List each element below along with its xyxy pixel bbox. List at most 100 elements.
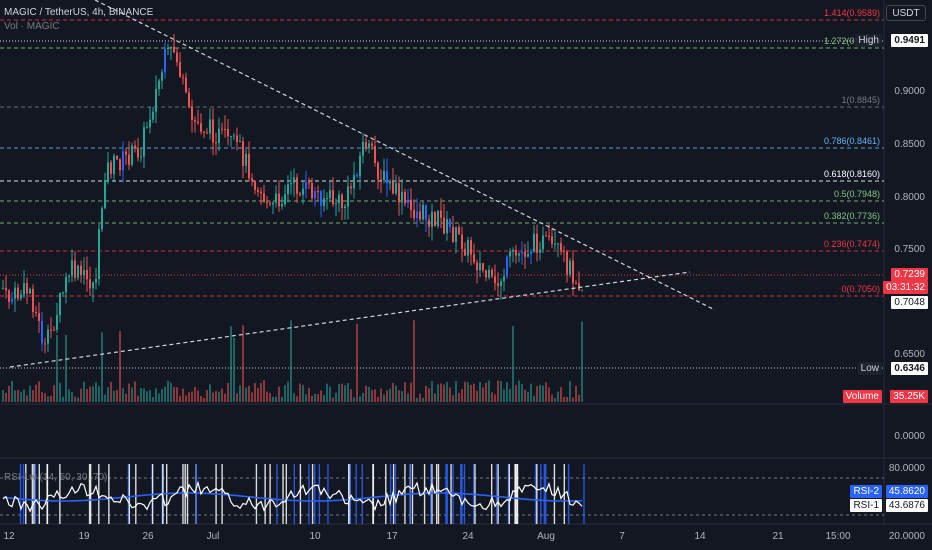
candle-body (560, 243, 562, 251)
rsi-indicator-label[interactable]: RSI-Lw (14, 50, 30, 70) (4, 472, 108, 483)
volume-bar (578, 394, 580, 402)
volume-bar (467, 382, 469, 402)
volume-bar (281, 396, 283, 402)
candle-body (563, 250, 565, 252)
candle-body (383, 170, 385, 181)
time-tick: 10 (309, 531, 321, 542)
volume-bar (59, 382, 61, 402)
fib-level-label: 0.786(0.8461) (823, 136, 880, 146)
candle-body (353, 175, 355, 189)
candle-body (377, 162, 379, 180)
volume-bar (287, 381, 289, 402)
volume-bar (395, 385, 397, 402)
fib-level-label: 0.382(0.7736) (823, 211, 880, 221)
volume-bar (494, 394, 496, 402)
candle-body (194, 120, 196, 122)
volume-bar (353, 397, 355, 402)
candle-body (224, 129, 226, 131)
candle-body (200, 123, 202, 132)
volume-bar (239, 385, 241, 402)
time-tick: 14 (694, 531, 706, 542)
volume-bar (569, 381, 571, 402)
rsi-axis-tick: 80.0000 (888, 463, 925, 474)
candle-body (287, 184, 289, 195)
volume-bar (434, 393, 436, 402)
candle-body (368, 143, 370, 149)
volume-bar (506, 382, 508, 402)
volume-bar (23, 389, 25, 402)
high-price-badge: 0.9491 (891, 34, 928, 47)
volume-bar (350, 389, 352, 402)
volume-bar (128, 383, 130, 402)
volume-bar (29, 385, 31, 402)
volume-bar (377, 396, 379, 402)
volume-bar (479, 381, 481, 402)
candle-body (395, 183, 397, 194)
volume-bar (305, 394, 307, 402)
candle-body (92, 282, 94, 289)
candle-body (317, 191, 319, 193)
candle-body (476, 262, 478, 271)
time-tick: Jul (206, 531, 220, 542)
candle-body (38, 312, 40, 321)
volume-bar (263, 380, 265, 402)
volume-bar (11, 381, 13, 402)
volume-bar (113, 390, 115, 402)
candle-body (206, 132, 208, 134)
candle-body (344, 206, 346, 209)
time-tick: 19 (78, 531, 90, 542)
candle-body (215, 142, 217, 144)
candle-body (557, 243, 559, 245)
currency-selector[interactable]: USDT (886, 5, 926, 21)
candle-body (71, 260, 73, 276)
volume-bar (335, 392, 337, 402)
volume-bar (455, 381, 457, 402)
symbol-title[interactable]: MAGIC / TetherUS, 4h, BINANCE (4, 7, 154, 18)
volume-bar (161, 389, 163, 402)
volume-bar (311, 395, 313, 402)
volume-bar (566, 396, 568, 402)
candle-body (488, 269, 490, 278)
volume-bar (359, 396, 361, 402)
volume-bar (170, 382, 172, 402)
volume-bar (518, 380, 520, 402)
volume-bar (371, 390, 373, 402)
volume-bar (62, 396, 64, 402)
candle-body (497, 283, 499, 286)
candle-body (35, 312, 37, 314)
volume-indicator-label[interactable]: Vol · MAGIC (4, 21, 60, 32)
volume-bar (422, 397, 424, 402)
volume-bar (119, 330, 121, 402)
volume-bar (86, 389, 88, 402)
volume-bar (302, 384, 304, 402)
rsi-line (2, 480, 583, 513)
volume-bar (92, 386, 94, 402)
volume-bar (14, 390, 16, 402)
candle-body (59, 292, 61, 316)
volume-bar (278, 386, 280, 402)
high-marker-label: High (855, 34, 882, 47)
candle-body (536, 233, 538, 253)
candle-body (434, 211, 436, 227)
volume-bar (323, 394, 325, 402)
rsi2-label-badge: RSI-2 (850, 485, 882, 498)
candle-body (305, 182, 307, 189)
candle-body (131, 145, 133, 165)
candle-body (77, 265, 79, 278)
volume-bar (152, 397, 154, 402)
candle-body (530, 251, 532, 255)
volume-bar (107, 387, 109, 402)
volume-bar (254, 383, 256, 402)
volume-bar (452, 395, 454, 402)
volume-bar (155, 388, 157, 402)
volume-bar (536, 386, 538, 402)
candle-body (158, 80, 160, 90)
volume-bar (482, 387, 484, 402)
candle-body (437, 210, 439, 227)
candle-body (419, 211, 421, 220)
volume-bar (560, 387, 562, 402)
candle-body (269, 203, 271, 205)
volume-bar (221, 388, 223, 402)
candle-body (533, 233, 535, 252)
